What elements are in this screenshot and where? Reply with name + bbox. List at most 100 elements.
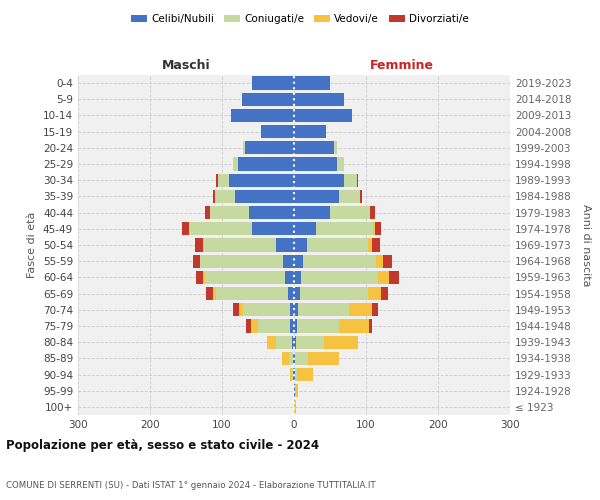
Bar — [373, 222, 374, 235]
Bar — [295, 368, 297, 381]
Bar — [261, 125, 294, 138]
Bar — [294, 206, 330, 220]
Bar — [338, 320, 369, 332]
Bar — [294, 368, 295, 381]
Bar — [294, 320, 297, 332]
Bar — [233, 303, 239, 316]
Bar — [215, 287, 287, 300]
Bar — [215, 190, 235, 203]
Text: Popolazione per età, sesso e stato civile - 2024: Popolazione per età, sesso e stato civil… — [6, 440, 319, 452]
Bar — [276, 238, 294, 252]
Bar — [290, 303, 294, 316]
Bar — [294, 400, 296, 413]
Bar — [252, 76, 294, 90]
Bar — [383, 254, 392, 268]
Bar — [338, 190, 360, 203]
Bar — [287, 287, 294, 300]
Bar — [330, 206, 370, 220]
Bar — [294, 352, 295, 365]
Bar — [297, 368, 313, 381]
Bar — [293, 352, 294, 365]
Bar — [294, 254, 302, 268]
Bar — [293, 368, 294, 381]
Bar — [381, 287, 388, 300]
Bar — [294, 270, 301, 284]
Bar — [294, 384, 295, 398]
Bar — [232, 109, 294, 122]
Bar — [292, 336, 294, 349]
Bar — [376, 254, 383, 268]
Bar — [295, 384, 298, 398]
Y-axis label: Anni di nascita: Anni di nascita — [581, 204, 591, 286]
Bar — [294, 158, 337, 170]
Text: COMUNE DI SERRENTI (SU) - Dati ISTAT 1° gennaio 2024 - Elaborazione TUTTITALIA.I: COMUNE DI SERRENTI (SU) - Dati ISTAT 1° … — [6, 481, 376, 490]
Bar — [203, 270, 205, 284]
Bar — [294, 336, 296, 349]
Bar — [294, 238, 307, 252]
Bar — [334, 141, 337, 154]
Bar — [294, 125, 326, 138]
Bar — [250, 206, 294, 220]
Bar — [251, 320, 258, 332]
Bar — [205, 270, 286, 284]
Bar — [292, 368, 293, 381]
Bar — [200, 254, 283, 268]
Bar — [276, 336, 292, 349]
Bar — [218, 174, 229, 187]
Bar — [283, 254, 294, 268]
Bar — [289, 352, 293, 365]
Bar — [296, 336, 323, 349]
Bar — [212, 190, 215, 203]
Bar — [258, 320, 290, 332]
Bar — [205, 206, 210, 220]
Bar — [283, 352, 289, 365]
Bar — [210, 206, 250, 220]
Bar — [294, 76, 330, 90]
Bar — [182, 222, 189, 235]
Bar — [214, 287, 215, 300]
Bar — [294, 303, 298, 316]
Bar — [194, 238, 203, 252]
Bar — [290, 368, 292, 381]
Legend: Celibi/Nubili, Coniugati/e, Vedovi/e, Divorziati/e: Celibi/Nubili, Coniugati/e, Vedovi/e, Di… — [127, 10, 473, 29]
Bar — [204, 238, 276, 252]
Text: Femmine: Femmine — [370, 59, 434, 72]
Bar — [294, 141, 334, 154]
Y-axis label: Fasce di età: Fasce di età — [28, 212, 37, 278]
Bar — [372, 238, 380, 252]
Bar — [243, 303, 290, 316]
Bar — [294, 222, 316, 235]
Bar — [196, 270, 203, 284]
Bar — [373, 303, 377, 316]
Bar — [344, 174, 358, 187]
Bar — [307, 238, 368, 252]
Bar — [368, 238, 372, 252]
Bar — [374, 222, 381, 235]
Bar — [370, 206, 374, 220]
Text: Maschi: Maschi — [161, 59, 211, 72]
Bar — [349, 303, 373, 316]
Bar — [295, 352, 308, 365]
Bar — [245, 141, 294, 154]
Bar — [203, 238, 204, 252]
Bar — [290, 320, 294, 332]
Bar — [243, 141, 245, 154]
Bar — [235, 190, 294, 203]
Bar — [300, 287, 368, 300]
Bar — [247, 320, 251, 332]
Bar — [252, 222, 294, 235]
Bar — [242, 92, 294, 106]
Bar — [337, 158, 344, 170]
Bar — [294, 92, 344, 106]
Bar — [206, 287, 214, 300]
Bar — [294, 109, 352, 122]
Bar — [268, 336, 276, 349]
Bar — [368, 287, 381, 300]
Bar — [233, 158, 238, 170]
Bar — [238, 158, 294, 170]
Bar — [189, 222, 252, 235]
Bar — [294, 287, 300, 300]
Bar — [323, 336, 358, 349]
Bar — [193, 254, 200, 268]
Bar — [301, 270, 378, 284]
